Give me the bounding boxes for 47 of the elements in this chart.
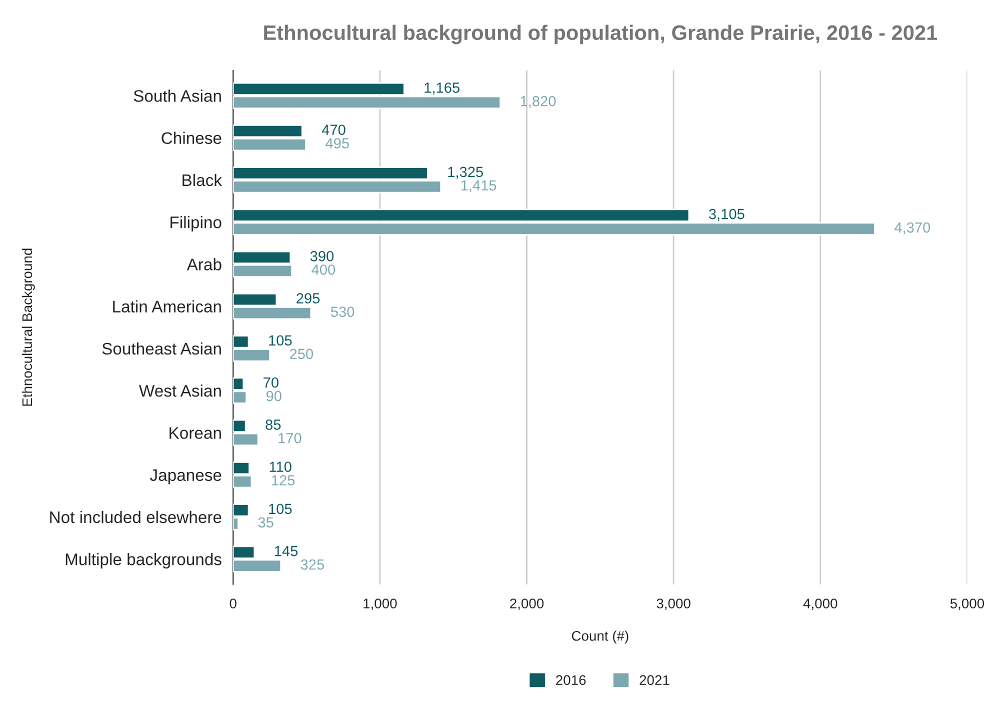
y-tick-label: West Asian bbox=[139, 384, 221, 397]
y-tick-label: South Asian bbox=[134, 90, 221, 102]
y-tick-label: Chinese bbox=[162, 132, 222, 144]
y-axis-title: Ethnocultural Background bbox=[22, 248, 35, 406]
y-tick-label: Not included elsewhere bbox=[50, 510, 222, 524]
legend-label: 2016 bbox=[556, 675, 586, 686]
y-tick-label: Filipino bbox=[170, 216, 222, 232]
data-label: 105 bbox=[269, 335, 292, 346]
legend-label: 2021 bbox=[640, 675, 670, 686]
x-tick-label: 4,000 bbox=[803, 598, 838, 610]
data-label: 3,105 bbox=[708, 208, 744, 221]
data-label: 470 bbox=[322, 124, 346, 135]
data-label: 325 bbox=[300, 559, 324, 570]
data-label: 1,415 bbox=[461, 180, 496, 192]
x-tick-label: 2,000 bbox=[510, 598, 544, 610]
data-label: 170 bbox=[278, 433, 302, 444]
data-label: 530 bbox=[330, 306, 354, 317]
y-tick-label: Latin American bbox=[113, 300, 221, 312]
data-label: 1,165 bbox=[424, 82, 460, 95]
data-label: 125 bbox=[272, 475, 295, 486]
data-label: 105 bbox=[269, 504, 292, 514]
data-label: 400 bbox=[312, 264, 336, 275]
chart-title: Ethnocultural background of population, Grande Prairie, 2016 - 2021 bbox=[264, 24, 938, 44]
y-tick-label: Southeast Asian bbox=[102, 342, 221, 355]
x-tick-label: 0 bbox=[230, 598, 236, 608]
y-tick-label: Korean bbox=[170, 427, 221, 439]
data-label: 390 bbox=[310, 251, 334, 262]
data-label: 4,370 bbox=[894, 222, 930, 234]
data-label: 145 bbox=[274, 546, 298, 556]
x-tick-label: 1,000 bbox=[364, 598, 397, 610]
x-axis-title: Count (#) bbox=[572, 630, 628, 644]
data-label: 295 bbox=[296, 293, 320, 304]
data-label: 250 bbox=[290, 348, 314, 360]
y-tick-label: Multiple backgrounds bbox=[66, 553, 222, 569]
data-label: 1,820 bbox=[520, 96, 556, 108]
y-tick-label: Arab bbox=[186, 258, 222, 270]
data-label: 85 bbox=[266, 420, 281, 430]
y-tick-label: Black bbox=[182, 174, 222, 186]
data-label: 1,325 bbox=[448, 166, 483, 179]
data-label: 110 bbox=[270, 462, 292, 472]
x-tick-label: 5,000 bbox=[950, 598, 984, 610]
y-tick-label: Japanese bbox=[150, 469, 222, 484]
data-label: 35 bbox=[258, 517, 274, 528]
data-label: 70 bbox=[264, 377, 278, 388]
data-label: 90 bbox=[266, 390, 282, 402]
x-tick-label: 3,000 bbox=[656, 598, 690, 610]
data-label: 495 bbox=[326, 138, 349, 148]
